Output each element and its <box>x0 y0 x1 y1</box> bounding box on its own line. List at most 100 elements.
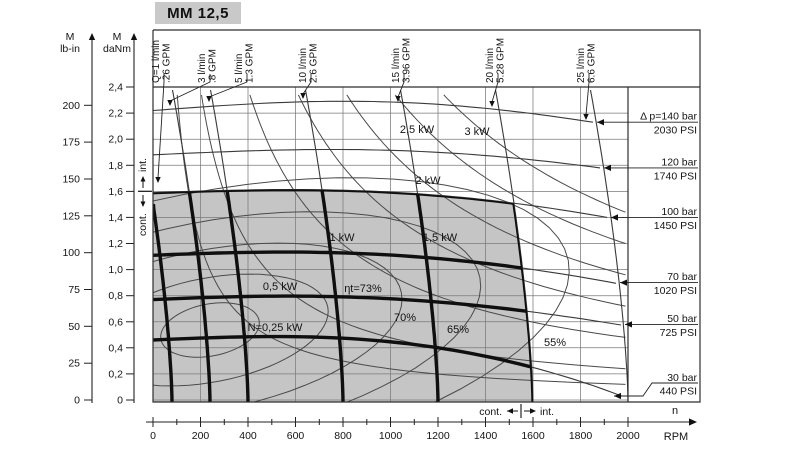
pressure-label-bar: 100 bar <box>661 206 697 218</box>
speed-axis-arrow <box>689 418 697 426</box>
power-curve-3kw <box>443 94 626 213</box>
pressure-arrow <box>625 321 632 328</box>
danm-tick-label: 0,8 <box>108 290 123 302</box>
lbin-tick-label: 200 <box>62 100 80 112</box>
power-curve-2.5kw <box>394 94 626 244</box>
lbin-axis-title: M <box>66 31 75 43</box>
efficiency-label: 55% <box>544 337 566 349</box>
flow-label-lmin: 3 l/min <box>197 54 208 83</box>
danm-tick-label: 2,2 <box>108 108 123 120</box>
danm-axis-title-unit: daNm <box>103 43 131 55</box>
speed-tick-label: 1800 <box>569 430 593 442</box>
cont-marker-bottom: cont. <box>479 406 502 418</box>
flow-label-gpm: .8 GPM <box>208 49 219 83</box>
lbin-axis-arrow <box>88 33 96 40</box>
power-label: 0,5 kW <box>263 281 298 293</box>
danm-tick-label: 0,4 <box>108 342 123 354</box>
pressure-curve-thick <box>153 101 593 122</box>
pressure-arrow-line <box>614 382 698 397</box>
efficiency-contour <box>153 177 570 402</box>
flow-line-25lmin <box>589 89 629 403</box>
speed-tick-label: 800 <box>334 430 352 442</box>
efficiency-contour <box>153 242 403 402</box>
lbin-tick-label: 175 <box>62 137 80 149</box>
pressure-curve-thick <box>153 250 533 285</box>
danm-tick-label: 1,2 <box>108 238 123 250</box>
cont-arrow-bottom <box>507 408 513 414</box>
speed-tick-label: 2000 <box>616 430 640 442</box>
pressure-label-bar: 30 bar <box>667 372 697 384</box>
flow-label-gpm: 5.28 GPM <box>496 38 507 83</box>
speed-tick-label: 200 <box>192 430 210 442</box>
pressure-label-bar: 120 bar <box>661 156 697 168</box>
outer-frame <box>152 29 701 403</box>
flow-label-lmin: 10 l/min <box>298 48 309 83</box>
danm-tick-label: 1,0 <box>108 264 123 276</box>
danm-tick-label: 1,6 <box>108 186 123 198</box>
flow-line-thick <box>170 189 212 402</box>
lbin-tick-label: 125 <box>62 210 80 222</box>
flow-line-thick <box>591 90 629 402</box>
lbin-tick-label: 150 <box>62 173 80 185</box>
power-label: 1,5 kW <box>423 232 458 244</box>
flow-label-gpm: 2.6 GPM <box>309 44 320 83</box>
diagram-title: MM 12,5 <box>155 2 241 24</box>
speed-tick-label: 1200 <box>426 430 450 442</box>
pressure-arrow <box>614 392 621 400</box>
pressure-curve-thick <box>153 334 533 398</box>
power-curve-0.5kw <box>201 94 626 370</box>
cont-marker-left: cont. <box>137 213 149 236</box>
danm-axis-title: M <box>113 31 122 43</box>
flow-label-lmin: 5 l/min <box>234 54 245 83</box>
speed-axis-symbol: n <box>672 405 678 417</box>
lbin-tick-label: 0 <box>74 395 80 407</box>
speed-tick-label: 0 <box>150 430 156 442</box>
pressure-curve-120bar <box>152 148 601 169</box>
pressure-label-psi: 1740 PSI <box>654 170 697 182</box>
flow-leader-line <box>169 74 211 102</box>
lbin-axis-title-unit: lb-in <box>60 43 80 55</box>
flow-leader-line <box>397 74 405 98</box>
danm-tick-label: 2,4 <box>108 82 123 94</box>
speed-axis-unit: RPM <box>664 431 688 443</box>
flow-leader-arrow <box>167 100 173 106</box>
flow-leader-line <box>585 74 590 116</box>
flow-label-lmin: 20 l/min <box>485 48 496 83</box>
int-arrow <box>140 176 146 182</box>
danm-tick-label: 0,2 <box>108 368 123 380</box>
power-curve-2kw <box>346 94 626 276</box>
int-arrow-bottom <box>530 408 536 414</box>
danm-tick-label: 1,4 <box>108 212 123 224</box>
flow-leader-arrow <box>395 96 401 102</box>
danm-tick-label: 0 <box>117 395 123 407</box>
power-label: 2,5 kW <box>400 124 435 136</box>
flow-leader-line <box>302 74 312 95</box>
pressure-label-psi: 440 PSI <box>660 386 697 398</box>
danm-tick-label: 0,6 <box>108 316 123 328</box>
efficiency-label: 70% <box>394 312 416 324</box>
pressure-curve-thick <box>153 294 533 327</box>
pressure-label-bar: 70 bar <box>667 271 697 283</box>
power-label: 1 kW <box>329 232 355 244</box>
efficiency-label: 65% <box>447 324 469 336</box>
danm-axis-arrow <box>130 33 138 40</box>
flow-leader-arrow <box>155 177 161 183</box>
pressure-arrow <box>597 119 604 126</box>
efficiency-contour <box>153 211 482 402</box>
flow-line-thick <box>303 189 345 402</box>
flow-leader-line <box>491 74 499 103</box>
flow-label-gpm: 6.6 GPM <box>587 44 598 83</box>
power-label: 3 kW <box>464 126 490 138</box>
pressure-label-bar: Δ p=140 bar <box>640 111 697 123</box>
flow-label-lmin: 15 l/min <box>391 48 402 83</box>
int-marker-bottom: int. <box>540 406 554 418</box>
flow-leader-line <box>208 74 248 98</box>
lbin-tick-label: 100 <box>62 247 80 259</box>
cont-arrow <box>140 201 146 207</box>
lbin-tick-label: 25 <box>68 358 80 370</box>
flow-label-gpm: 3.96 GPM <box>402 38 413 83</box>
flow-line-thick <box>398 189 440 402</box>
flow-line-thick <box>208 189 250 402</box>
